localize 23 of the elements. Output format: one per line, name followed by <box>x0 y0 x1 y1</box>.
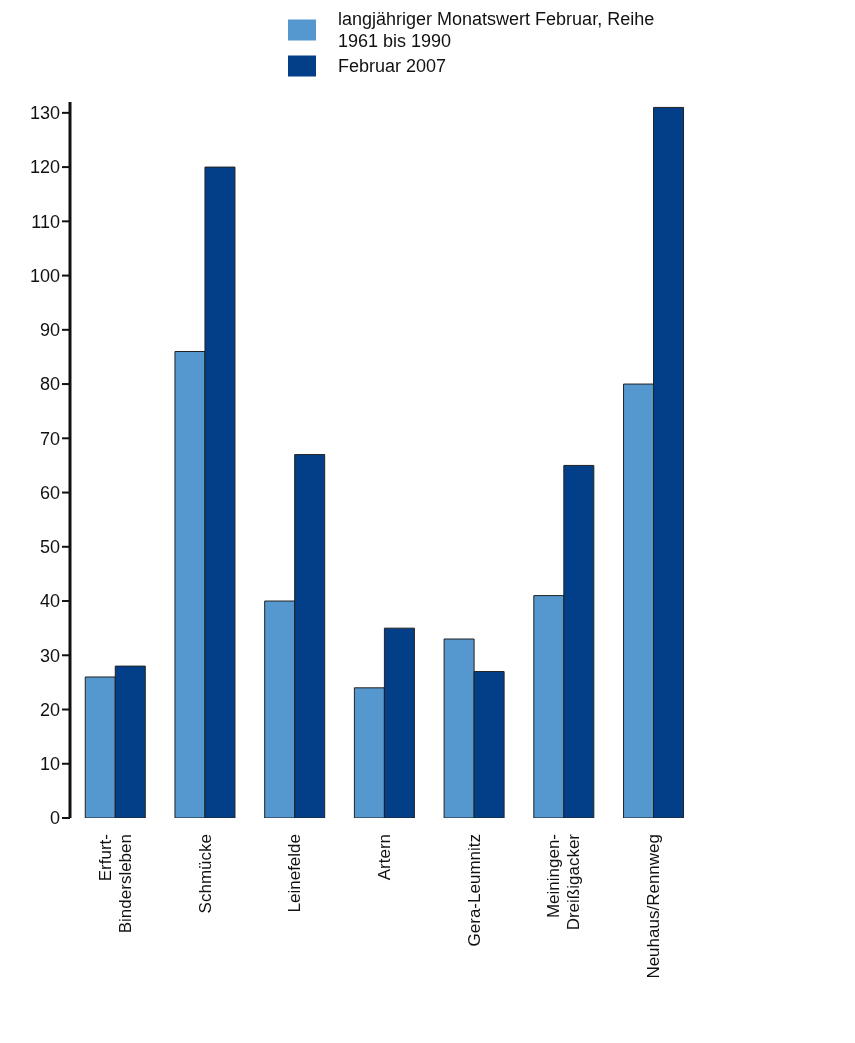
y-tick-label: 10 <box>39 754 60 775</box>
y-tick-label: 20 <box>39 699 60 720</box>
y-tick-label: 30 <box>39 645 60 666</box>
y-tick-label: 110 <box>31 211 60 232</box>
x-tick-label: Erfurt- Bindersleben <box>95 834 135 934</box>
y-tick-label: 130 <box>29 103 60 124</box>
y-tick-label: 0 <box>49 808 60 829</box>
x-tick-label: Meiningen- Dreißigacker <box>544 833 584 931</box>
y-tick-label: 40 <box>39 591 60 612</box>
legend-label: langjähriger Monatswert Februar, Reihe 1961 bis 1990 <box>338 8 656 52</box>
x-tick-label: Artern <box>375 834 394 881</box>
y-tick-label: 100 <box>29 265 60 286</box>
x-tick-label: Leinefelde <box>285 834 305 913</box>
x-tick-label: Schmücke <box>195 834 215 914</box>
y-tick-label: 90 <box>39 320 60 341</box>
y-tick-label: 60 <box>39 482 60 503</box>
y-tick-label: 50 <box>39 537 60 558</box>
y-tick-label: 120 <box>29 157 60 178</box>
x-tick-label: Gera-Leumnitz <box>464 834 484 947</box>
x-tick-label: Neuhaus/Rennweg <box>644 834 664 979</box>
legend-label: Februar 2007 <box>338 55 448 77</box>
y-tick-label: 80 <box>39 374 60 395</box>
y-tick-label: 70 <box>39 428 60 449</box>
